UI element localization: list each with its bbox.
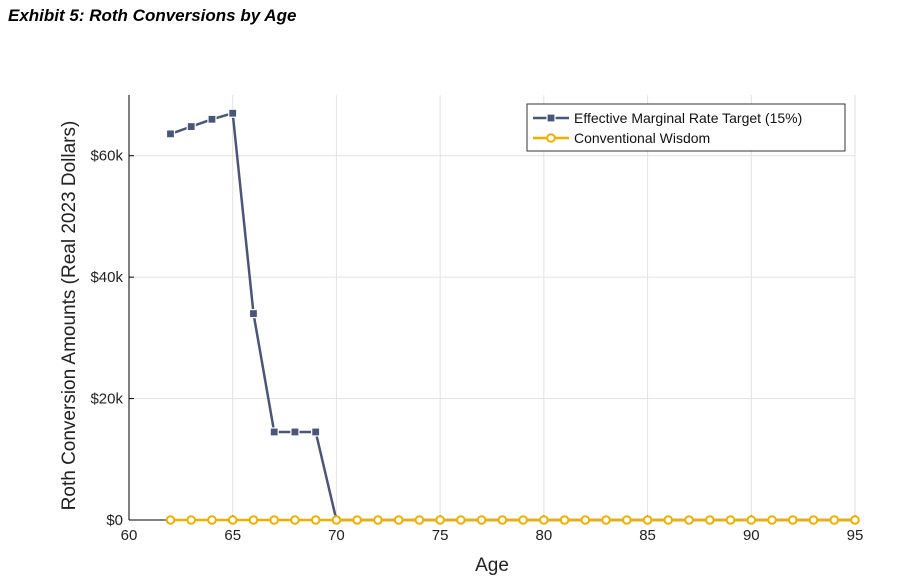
data-point <box>497 515 508 525</box>
tick-labels: 60 65 70 75 80 85 90 95 $0 $20k $40k $60k <box>90 148 863 544</box>
data-point <box>228 108 238 118</box>
legend-label: Effective Marginal Rate Target (15%) <box>574 110 802 126</box>
x-tick-label: 65 <box>224 527 241 544</box>
x-tick-label: 80 <box>536 527 553 544</box>
data-point <box>373 515 383 525</box>
legend-marker <box>546 133 556 143</box>
data-point <box>663 515 674 525</box>
data-point <box>518 515 528 525</box>
data-point <box>435 515 445 525</box>
x-tick-label: 70 <box>328 527 345 544</box>
data-point <box>290 427 300 437</box>
data-point <box>767 515 777 525</box>
series-1 <box>165 108 860 525</box>
data-point <box>808 515 819 525</box>
data-point <box>580 515 591 525</box>
y-axis-label: Roth Conversion Amounts (Real 2023 Dolla… <box>59 121 80 511</box>
legend-box <box>526 103 846 152</box>
data-point <box>622 515 632 525</box>
data-point <box>476 515 487 525</box>
x-tick-label: 95 <box>847 527 864 544</box>
data-point <box>642 515 653 525</box>
data-point <box>310 515 321 525</box>
data-point <box>248 308 259 319</box>
data-point <box>311 427 321 437</box>
y-tick-label: $20k <box>90 391 123 408</box>
data-point <box>352 515 362 525</box>
data-point <box>393 515 404 525</box>
data-point <box>248 515 259 525</box>
data-point <box>601 515 611 525</box>
data-point <box>207 515 217 525</box>
y-tick-label: $60k <box>90 148 123 165</box>
data-point <box>725 515 736 525</box>
exhibit-title: Exhibit 5: Roth Conversions by Age <box>8 6 297 25</box>
data-point <box>227 515 238 525</box>
data-point <box>207 114 217 124</box>
data-point <box>269 515 280 525</box>
data-point <box>850 515 860 525</box>
data-point <box>559 515 570 525</box>
x-tick-label: 75 <box>432 527 449 544</box>
legend: Effective Marginal Rate Target (15%) Conv… <box>526 103 846 152</box>
series-layer <box>165 108 860 525</box>
y-tick-label: $40k <box>90 269 123 286</box>
data-point <box>539 515 549 525</box>
y-tick-label: $0 <box>106 512 123 529</box>
data-point <box>705 515 715 525</box>
data-point <box>684 515 694 525</box>
data-point <box>787 515 798 525</box>
data-point <box>290 515 300 525</box>
data-point <box>165 515 176 525</box>
data-point <box>456 515 466 525</box>
series-2 <box>165 515 860 525</box>
series-line <box>170 111 855 522</box>
legend-label: Conventional Wisdom <box>574 130 710 146</box>
data-point <box>269 427 279 437</box>
data-point <box>414 515 425 525</box>
x-tick-label: 90 <box>743 527 760 544</box>
legend-marker <box>546 113 556 123</box>
x-axis-label: Age <box>475 555 509 576</box>
x-tick-label: 60 <box>121 527 138 544</box>
x-tick-label: 85 <box>639 527 656 544</box>
data-point <box>746 515 757 525</box>
data-point <box>186 515 197 525</box>
data-point <box>165 129 176 139</box>
data-point <box>331 515 342 525</box>
data-point <box>829 515 840 525</box>
data-point <box>186 121 196 132</box>
